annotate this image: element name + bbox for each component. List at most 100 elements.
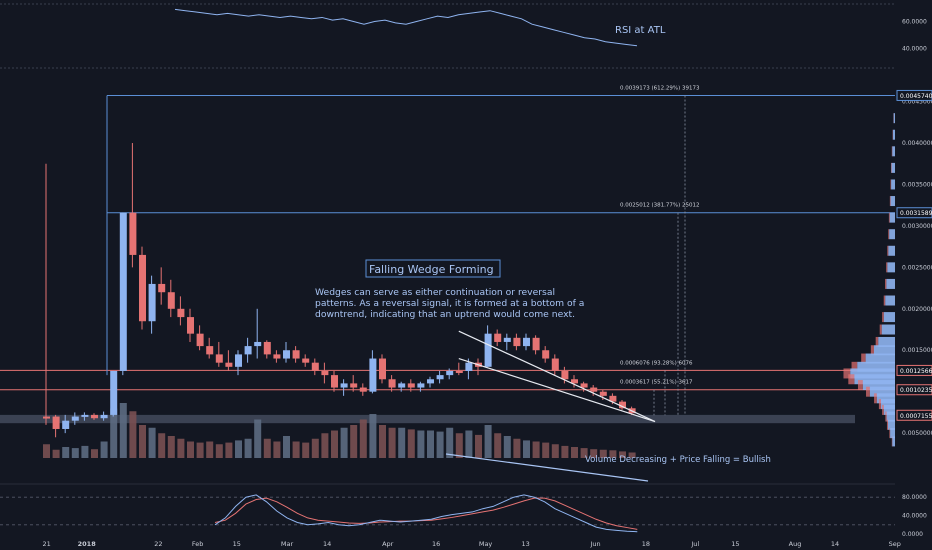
candle-body	[436, 375, 444, 380]
volume-bar	[52, 449, 60, 458]
price-tag	[896, 409, 932, 421]
rsi-bottom-tick: 80.0000	[902, 494, 927, 501]
volume-bar	[254, 419, 262, 458]
volume-profile-bar	[881, 399, 895, 410]
y-tick-label: 0.0035000	[902, 181, 932, 188]
volume-profile-bar-red	[874, 393, 877, 404]
x-axis: 21 2018 22 Feb 15 Mar 14 Apr 16 May 13 Jun 18 Jul 15 Au…	[42, 540, 900, 548]
stoch-rsi-fast-line	[214, 494, 638, 533]
price-tag-label: 0.0031589	[900, 210, 932, 217]
volume-profile-bar-red	[857, 380, 863, 391]
price-tag	[896, 207, 932, 219]
candle-body	[177, 308, 185, 318]
candle-body	[455, 370, 463, 373]
volume-bar	[427, 430, 434, 458]
volume-bar	[196, 442, 204, 458]
volume-profile-bar-red	[843, 368, 851, 379]
volume-bar	[177, 438, 185, 458]
volume-bar	[158, 433, 166, 458]
candle-body	[359, 387, 367, 392]
volume-profile-bar	[854, 374, 895, 385]
rsi-annotation: RSI at ATL	[615, 25, 666, 36]
volume-bar	[359, 419, 367, 458]
volume-profile-bar-red	[861, 353, 866, 364]
x-tick-label: 14	[831, 540, 839, 548]
volume-profile-bar-red	[889, 428, 891, 439]
volume-profile-bar	[886, 411, 895, 422]
volume-bar	[542, 442, 550, 458]
volume-bar	[465, 430, 473, 458]
volume-profile-bar	[888, 245, 895, 256]
volume-bar	[379, 425, 386, 458]
candle-body	[331, 375, 338, 388]
volume-profile-bar	[874, 345, 895, 356]
price-tag	[896, 364, 932, 376]
candle-body	[340, 383, 348, 388]
x-tick-label: Mar	[281, 540, 294, 548]
x-tick-label: 16	[432, 540, 440, 548]
candle-body	[196, 333, 204, 347]
volume-profile-bar	[889, 212, 895, 223]
volume-bar	[71, 448, 79, 458]
volume-profile-bar-red	[882, 312, 884, 323]
candle-body	[321, 370, 329, 376]
volume-bar	[244, 438, 252, 458]
volume-bar	[62, 447, 70, 458]
candle-body	[273, 354, 281, 359]
candle-body	[379, 358, 386, 380]
volume-profile-bar	[887, 262, 895, 273]
volume-bar	[273, 441, 281, 458]
volume-bar	[571, 447, 578, 458]
candle-body	[148, 283, 156, 322]
candle-body	[427, 379, 434, 384]
price-tag-label: 0.0012566	[900, 368, 932, 375]
volume-profile-bar	[892, 146, 895, 157]
volume-profile-bar-red	[883, 295, 886, 306]
volume-profile-bar	[893, 113, 895, 124]
main-price-pane: 0.0039173 (612.29%) 39173 0.0025012 (381.…	[0, 85, 895, 482]
candle-body	[254, 341, 262, 347]
volume-bar	[446, 427, 454, 458]
candle-body	[43, 416, 50, 419]
volume-bar	[523, 440, 530, 458]
volume-bar	[100, 441, 108, 458]
candle-body	[551, 358, 559, 371]
volume-bar	[215, 444, 223, 458]
rsi-top-tick: 40.0000	[902, 46, 927, 53]
volume-bar	[225, 442, 233, 458]
volume-profile-bar	[892, 436, 895, 447]
volume-bar	[187, 441, 194, 458]
volume-bar	[628, 452, 636, 458]
volume-bar	[81, 445, 89, 458]
volume-bar	[292, 441, 300, 458]
candle-body	[590, 387, 598, 392]
volume-profile-bar-red	[882, 404, 884, 415]
volume-bar	[407, 429, 415, 458]
candle-body	[283, 350, 290, 359]
volume-bar	[619, 451, 626, 458]
volume-profile-bar-red	[887, 245, 889, 256]
candle-body	[62, 420, 70, 429]
y-tick-label: 0.0030000	[902, 223, 932, 230]
x-tick-label: 2018	[78, 540, 97, 548]
wedge-text-line3: downtrend, indicating that an uptrend wo…	[315, 309, 575, 320]
wedge-text-line2: patterns. As a reversal signal, it is fo…	[315, 298, 584, 309]
volume-bar	[503, 436, 511, 458]
volume-profile-bar	[881, 324, 895, 335]
x-tick-label: 15	[233, 540, 241, 548]
x-tick-label: Jul	[690, 540, 699, 548]
volume-trend-line	[445, 453, 649, 482]
volume-profile-bar	[878, 336, 895, 347]
measure-label: 0.0025012 (381.77%) 25012	[620, 203, 700, 209]
volume-bar	[609, 450, 617, 458]
volume-bar	[436, 431, 444, 458]
candle-body	[532, 337, 540, 351]
candle-body	[91, 414, 98, 419]
rsi-bottom-tick: 0.0000	[902, 531, 923, 538]
x-tick-label: May	[479, 540, 493, 548]
candle-body	[139, 254, 146, 322]
x-tick-label: Aug	[789, 540, 802, 548]
volume-profile-bar-red	[870, 345, 874, 356]
candle-body	[484, 333, 492, 367]
candle-body	[523, 337, 530, 347]
